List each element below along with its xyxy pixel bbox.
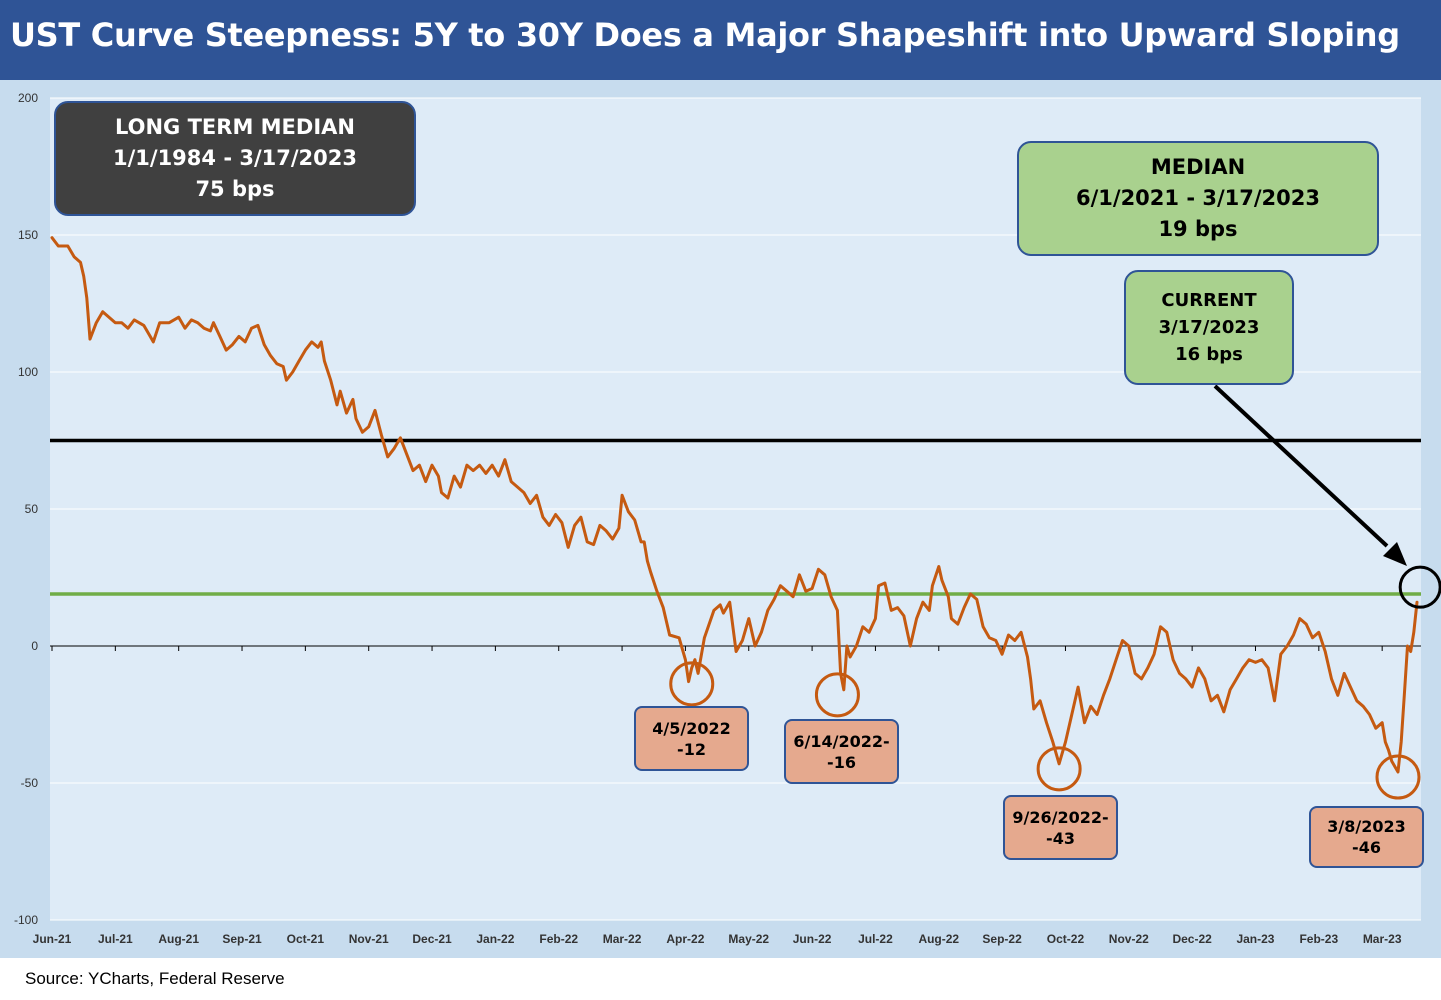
low-date: 3/8/2023 — [1327, 817, 1406, 836]
low-date: 4/5/2022 — [652, 718, 731, 738]
period-median-box: MEDIAN 6/1/2021 - 3/17/2023 19 bps — [1017, 141, 1379, 256]
x-tick-label: Oct-21 — [287, 932, 325, 946]
x-tick-label: Nov-21 — [349, 932, 389, 946]
low-label-jun22: 6/14/2022- -16 — [784, 719, 899, 784]
x-tick-label: Mar-23 — [1363, 932, 1402, 946]
y-tick-label: 100 — [18, 365, 38, 379]
current-circle-marker — [1398, 565, 1441, 609]
low-value: -12 — [677, 739, 706, 759]
low-label-mar23: 3/8/2023 -46 — [1309, 806, 1424, 868]
x-tick-label: Jan-22 — [476, 932, 514, 946]
low-value: -43 — [1046, 828, 1075, 848]
y-tick-label: 200 — [18, 91, 38, 105]
low-label-apr22: 4/5/2022 -12 — [634, 706, 749, 771]
low-circle-marker — [814, 672, 860, 718]
long-term-median-range: 1/1/1984 - 3/17/2023 — [113, 146, 357, 170]
y-tick-label: -50 — [21, 776, 39, 790]
y-axis: 200 150 100 50 0 -50 -100 — [14, 91, 38, 927]
current-value: 16 bps — [1175, 344, 1243, 365]
x-tick-label: Sep-21 — [222, 932, 262, 946]
low-circle-marker — [1375, 754, 1421, 800]
x-tick-label: Aug-21 — [158, 932, 199, 946]
low-circle-marker — [1036, 746, 1082, 792]
series-line-0 — [50, 236, 1419, 774]
current-title: CURRENT — [1161, 290, 1257, 311]
period-median-value: 19 bps — [1158, 217, 1238, 241]
x-tick-label: Oct-22 — [1047, 932, 1085, 946]
x-tick-label: Sep-22 — [982, 932, 1022, 946]
low-value: -16 — [827, 752, 856, 772]
markers-layer — [669, 384, 1441, 800]
y-tick-label: 0 — [31, 639, 38, 653]
median-lines — [50, 438, 1421, 596]
y-tick-label: 50 — [25, 502, 39, 516]
period-median-title: MEDIAN — [1150, 155, 1246, 179]
x-tick-label: Dec-21 — [412, 932, 452, 946]
chart-title: UST Curve Steepness: 5Y to 30Y Does a Ma… — [10, 16, 1400, 54]
series-layer — [50, 236, 1419, 774]
title-bar: UST Curve Steepness: 5Y to 30Y Does a Ma… — [0, 0, 1441, 80]
current-box: CURRENT 3/17/2023 16 bps — [1124, 270, 1294, 385]
long-term-median-title: LONG TERM MEDIAN — [115, 115, 355, 139]
low-date: 6/14/2022- — [793, 731, 890, 751]
x-tick-label: Dec-22 — [1172, 932, 1212, 946]
x-tick-label: Mar-22 — [603, 932, 642, 946]
period-median-range: 6/1/2021 - 3/17/2023 — [1076, 186, 1320, 210]
x-tick-label: Feb-22 — [539, 932, 578, 946]
x-tick-label: Jun-21 — [33, 932, 72, 946]
current-date: 3/17/2023 — [1158, 317, 1260, 338]
low-label-sep22: 9/26/2022- -43 — [1003, 795, 1118, 860]
arrow-line — [1213, 384, 1389, 548]
x-tick-label: Jul-21 — [98, 932, 133, 946]
x-tick-label: May-22 — [728, 932, 769, 946]
x-tick-label: Jul-22 — [858, 932, 893, 946]
long-term-median-value: 75 bps — [195, 177, 275, 201]
x-tick-label: Nov-22 — [1109, 932, 1149, 946]
y-tick-label: 150 — [18, 228, 38, 242]
low-value: -46 — [1352, 838, 1381, 857]
y-tick-label: -100 — [14, 913, 38, 927]
arrow-head — [1383, 542, 1407, 566]
low-circle-marker — [669, 661, 715, 707]
x-tick-label: Aug-22 — [918, 932, 959, 946]
x-tick-label: Jun-22 — [793, 932, 832, 946]
x-tick-label: Apr-22 — [666, 932, 704, 946]
x-tick-label: Jan-23 — [1236, 932, 1274, 946]
source-note: Source: YCharts, Federal Reserve — [25, 969, 285, 988]
low-date: 9/26/2022- — [1012, 807, 1109, 827]
long-term-median-box: LONG TERM MEDIAN 1/1/1984 - 3/17/2023 75… — [54, 101, 416, 216]
x-tick-label: Feb-23 — [1299, 932, 1338, 946]
